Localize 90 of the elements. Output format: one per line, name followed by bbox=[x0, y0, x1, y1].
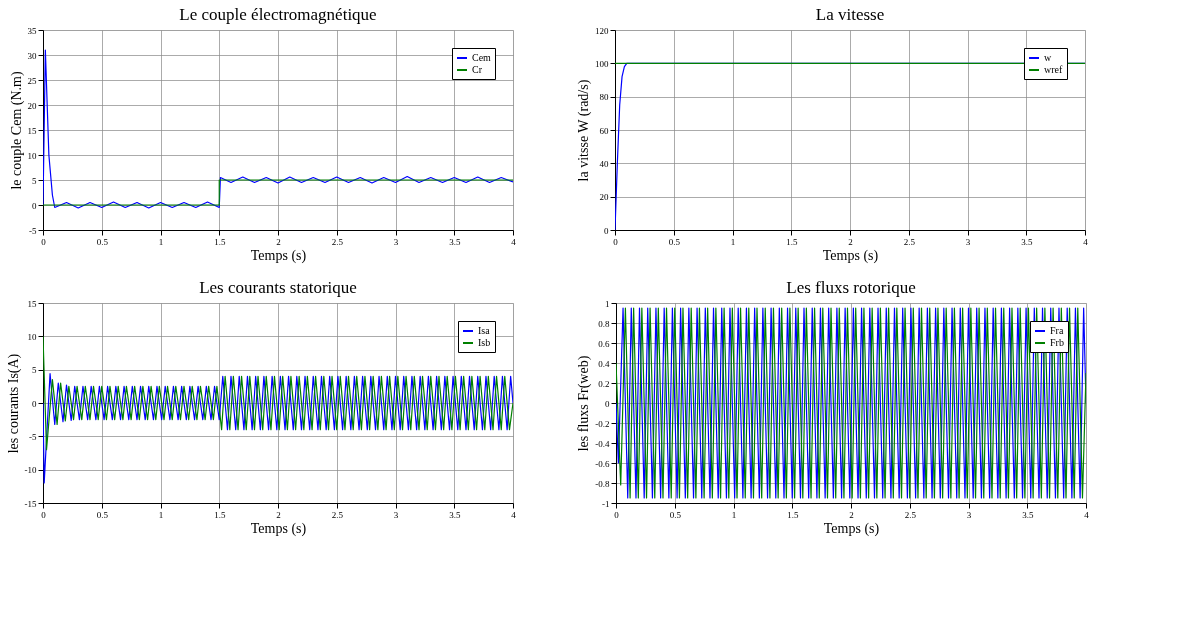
x-tick-label: 1 bbox=[158, 509, 164, 520]
y-tick-label: 20 bbox=[27, 100, 37, 111]
x-axis-title: Temps (s) bbox=[822, 247, 879, 264]
x-tick-label: 3 bbox=[966, 509, 972, 520]
y-tick-label: 5 bbox=[32, 365, 37, 376]
x-tick-label: 1.5 bbox=[786, 236, 798, 247]
y-tick-label: 0 bbox=[604, 225, 609, 236]
x-axis-title: Temps (s) bbox=[823, 520, 880, 537]
legend-label: Isa bbox=[478, 325, 491, 336]
legend-label: Cr bbox=[472, 64, 483, 75]
y-tick-label: -0.4 bbox=[595, 438, 610, 449]
y-axis-title: les fluxs Fr(web) bbox=[576, 355, 593, 452]
x-tick-label: 2.5 bbox=[904, 509, 917, 520]
x-tick-label: 2.5 bbox=[331, 509, 344, 520]
x-tick-label: 3.5 bbox=[449, 509, 461, 520]
y-axis-title: le couple Cem (N.m) bbox=[8, 71, 25, 190]
x-tick-label: 2 bbox=[848, 236, 853, 247]
legend-label: w bbox=[1044, 52, 1052, 63]
x-tick-label: 1.5 bbox=[214, 509, 226, 520]
x-tick-label: 0.5 bbox=[668, 236, 681, 247]
y-tick-label: -5 bbox=[29, 225, 37, 236]
legend-label: Cem bbox=[472, 52, 492, 63]
x-tick-label: 4 bbox=[511, 236, 517, 247]
y-tick-label: -0.8 bbox=[595, 478, 610, 489]
y-tick-label: 0.4 bbox=[598, 358, 610, 369]
x-tick-label: 0.5 bbox=[669, 509, 682, 520]
x-tick-label: 4 bbox=[1084, 509, 1090, 520]
y-tick-label: 80 bbox=[599, 92, 609, 103]
y-tick-label: 5 bbox=[32, 175, 37, 186]
x-tick-label: 3 bbox=[393, 509, 399, 520]
x-tick-label: 0.5 bbox=[96, 509, 109, 520]
chart-title: Les fluxs rotorique bbox=[786, 278, 916, 297]
x-tick-label: 3.5 bbox=[1021, 236, 1033, 247]
y-axis-title: les courants Is(A) bbox=[5, 353, 22, 454]
y-tick-label: 10 bbox=[27, 150, 37, 161]
y-tick-label: 120 bbox=[595, 25, 609, 36]
y-tick-label: -15 bbox=[24, 498, 37, 509]
x-tick-label: 2 bbox=[276, 509, 281, 520]
y-tick-label: 0.2 bbox=[598, 378, 610, 389]
y-tick-label: 15 bbox=[27, 298, 37, 309]
x-tick-label: 1.5 bbox=[787, 509, 799, 520]
y-tick-label: 35 bbox=[27, 25, 37, 36]
chart-title: La vitesse bbox=[815, 5, 885, 24]
chart-title: Les courants statorique bbox=[199, 278, 357, 297]
x-tick-label: 3.5 bbox=[1022, 509, 1034, 520]
x-tick-label: 4 bbox=[511, 509, 517, 520]
y-tick-label: -10 bbox=[24, 465, 37, 476]
y-tick-label: 15 bbox=[27, 125, 37, 136]
x-tick-label: 1 bbox=[730, 236, 736, 247]
y-tick-label: 0.8 bbox=[598, 318, 610, 329]
y-tick-label: 0.6 bbox=[598, 338, 610, 349]
legend-label: Fra bbox=[1050, 325, 1064, 336]
x-tick-label: 1.5 bbox=[214, 236, 226, 247]
y-tick-label: 1 bbox=[605, 298, 610, 309]
y-tick-label: -1 bbox=[602, 498, 610, 509]
x-tick-label: 0 bbox=[614, 509, 620, 520]
x-tick-label: 3.5 bbox=[449, 236, 461, 247]
y-tick-label: 40 bbox=[599, 158, 609, 169]
x-tick-label: 2.5 bbox=[903, 236, 916, 247]
x-tick-label: 0.5 bbox=[96, 236, 109, 247]
y-tick-label: 25 bbox=[27, 75, 37, 86]
x-tick-label: 0 bbox=[41, 509, 47, 520]
y-tick-label: 0 bbox=[605, 398, 610, 409]
legend-label: Frb bbox=[1050, 337, 1064, 348]
y-tick-label: 60 bbox=[599, 125, 609, 136]
y-tick-label: -0.6 bbox=[595, 458, 610, 469]
y-tick-label: 10 bbox=[27, 331, 37, 342]
y-tick-label: -0.2 bbox=[595, 418, 610, 429]
x-tick-label: 1 bbox=[158, 236, 164, 247]
legend-label: Isb bbox=[478, 337, 491, 348]
y-axis-title: la vitsse W (rad/s) bbox=[576, 79, 592, 182]
y-tick-label: 0 bbox=[32, 398, 37, 409]
x-tick-label: 2 bbox=[849, 509, 854, 520]
y-tick-label: 20 bbox=[599, 192, 609, 203]
x-tick-label: 1 bbox=[731, 509, 737, 520]
legend-label: wref bbox=[1044, 64, 1063, 75]
x-tick-label: 3 bbox=[965, 236, 971, 247]
x-tick-label: 4 bbox=[1083, 236, 1089, 247]
x-tick-label: 0 bbox=[613, 236, 619, 247]
x-axis-title: Temps (s) bbox=[250, 247, 307, 264]
x-tick-label: 2 bbox=[276, 236, 281, 247]
chart-title: Le couple électromagnétique bbox=[179, 5, 377, 24]
x-tick-label: 2.5 bbox=[331, 236, 344, 247]
x-tick-label: 3 bbox=[393, 236, 399, 247]
x-axis-title: Temps (s) bbox=[250, 520, 307, 537]
y-tick-label: 100 bbox=[595, 58, 609, 69]
x-tick-label: 0 bbox=[41, 236, 47, 247]
y-tick-label: 0 bbox=[32, 200, 37, 211]
y-tick-label: -5 bbox=[29, 431, 37, 442]
y-tick-label: 30 bbox=[27, 50, 37, 61]
